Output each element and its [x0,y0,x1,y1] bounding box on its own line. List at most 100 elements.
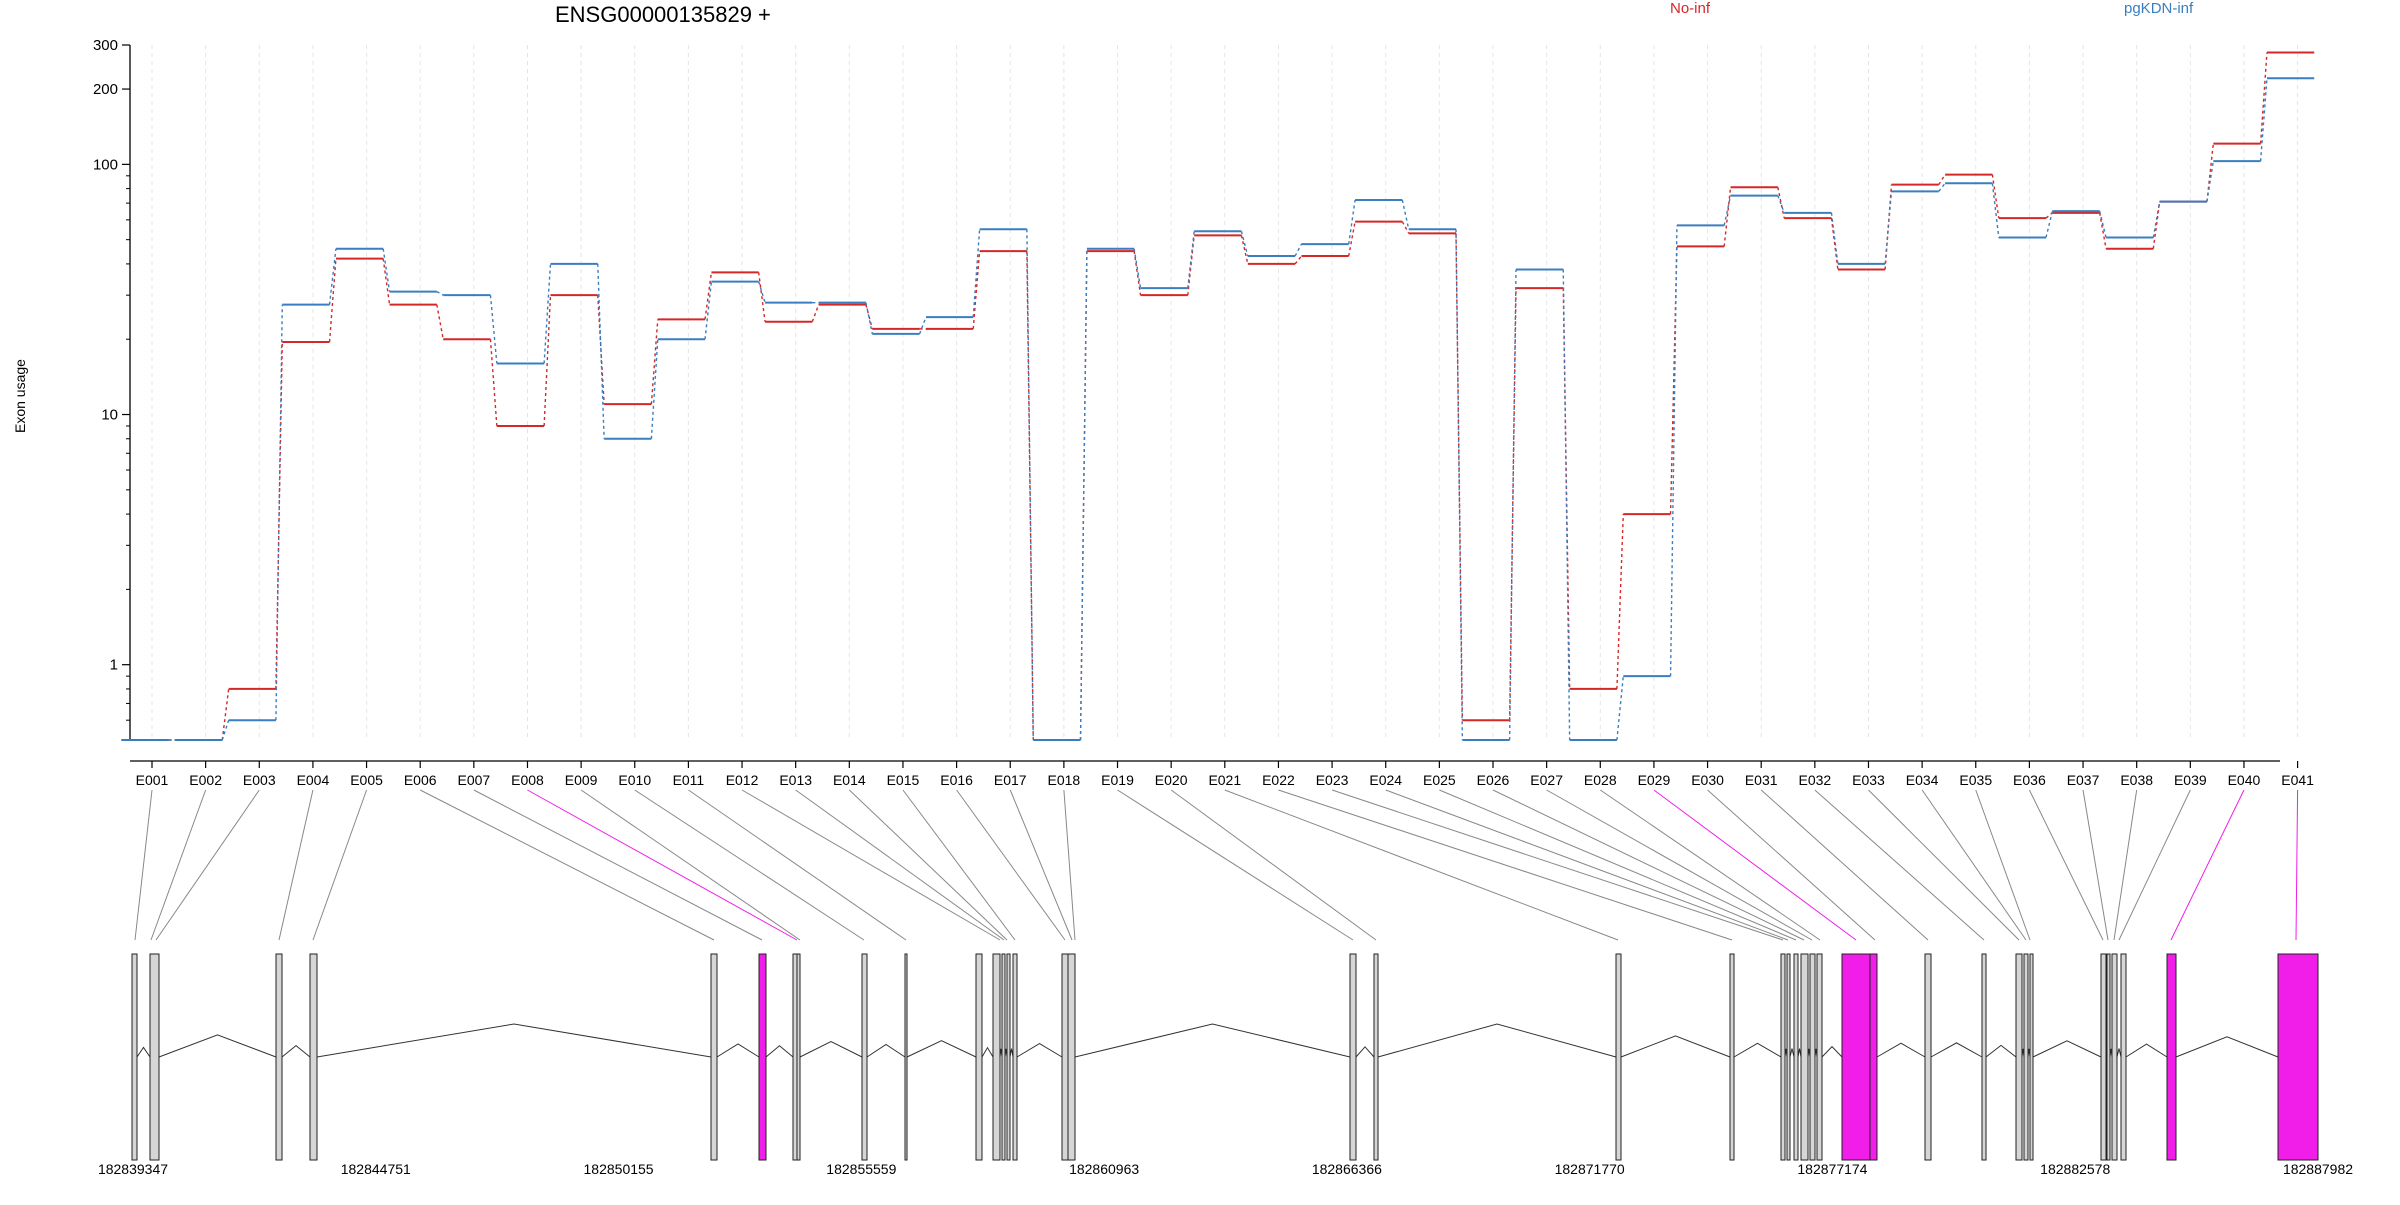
intron-line [866,1043,906,1058]
genomic-coordinate-label: 182887982 [2283,1161,2353,1177]
connector-e003 [155,789,260,941]
connector-e010 [634,789,865,941]
series-no-inf-connector [1669,246,1678,515]
series-no-inf-connector [1348,221,1356,257]
connector-e018 [1063,789,1076,941]
x-tick-label-e024: E024 [1369,772,1402,788]
exon-box [992,953,1001,1161]
intron-line [765,1045,794,1058]
connector-e033 [1868,789,2020,941]
exon-box [1373,953,1379,1161]
series-no-inf-connector [2152,201,2161,249]
intron-line [1876,1042,1926,1058]
series-pgkdn-inf-connector [1348,199,1356,245]
legend-label-pgkdn-inf: pgKDN-inf [2124,0,2194,17]
intron-line [981,1046,994,1058]
exon-box [1615,953,1622,1161]
x-tick-label-e028: E028 [1584,772,1617,788]
series-pgkdn-inf-connector [865,302,874,335]
x-tick-label-e026: E026 [1477,772,1510,788]
exon-box [2100,953,2107,1161]
x-tick-label-e027: E027 [1530,772,1563,788]
x-tick-label-e025: E025 [1423,772,1456,788]
series-no-inf-connector [704,272,713,320]
connector-e009 [580,789,801,941]
series-pgkdn-inf-connector [2152,201,2161,238]
connector-e039 [2118,789,2191,941]
series-pgkdn-inf-connector [650,339,659,439]
series-no-inf-connector [1240,235,1249,265]
connector-e001 [134,789,153,941]
x-tick-label-e038: E038 [2120,772,2153,788]
series-pgkdn-inf-connector [1938,182,1946,192]
x-tick-label-e016: E016 [940,772,973,788]
genomic-coordinate-label: 182855559 [826,1161,896,1177]
x-tick-label-e039: E039 [2174,772,2207,788]
exon-box [1349,953,1357,1161]
exon-box [1793,953,1799,1161]
connector-e013 [795,789,1005,941]
exon-box [1729,953,1735,1161]
series-no-inf-connector [543,295,552,427]
connector-e019 [1117,789,1354,941]
x-tick-label-e017: E017 [994,772,1027,788]
series-no-inf-connector [436,304,444,340]
legend-label-no-inf: No-inf [1670,0,1711,17]
series-pgkdn-inf-connector [1026,229,1034,741]
intron-line [799,1041,863,1058]
connector-e012 [741,789,1001,941]
series-pgkdn-inf-connector [2098,210,2107,238]
exon-box [2023,953,2029,1161]
x-tick-label-e032: E032 [1798,772,1831,788]
connector-e005 [312,789,368,941]
series-no-inf-connector [2259,52,2268,144]
intron-line [316,1023,712,1058]
x-tick-label-e014: E014 [833,772,866,788]
intron-line [136,1046,151,1058]
exon-box [710,953,718,1161]
connector-e023 [1331,789,1784,941]
exon-box [1061,953,1069,1161]
intron-line [1074,1023,1351,1058]
series-pgkdn-inf-connector [221,719,230,741]
connector-e007 [473,789,763,941]
series-pgkdn-inf-connector [1294,243,1303,257]
series-no-inf-connector [221,688,230,741]
exon-box [149,953,160,1161]
intron-line [1016,1043,1063,1058]
connector-e035 [1975,789,2031,941]
intron-line [1377,1023,1617,1058]
series-pgkdn-inf-connector [972,229,981,318]
series-no-inf-connector [489,339,498,427]
connector-e014 [848,789,1008,941]
connector-e022 [1278,789,1733,941]
connector-e041 [2295,789,2299,941]
exon-box [1067,953,1076,1161]
series-pgkdn-inf-connector [1187,231,1195,289]
y-tick-label: 10 [101,407,118,424]
genomic-coordinate-label: 182877174 [1797,1161,1867,1177]
chart-title: ENSG00000135829 + [555,2,771,27]
x-tick-label-e034: E034 [1906,772,1939,788]
exon-box-highlighted [1869,953,1878,1161]
x-tick-label-e036: E036 [2013,772,2046,788]
series-no-inf-connector [382,258,391,305]
exon-box [1780,953,1786,1161]
genomic-coordinate-label: 182866366 [1312,1161,1382,1177]
connector-e030 [1707,789,1876,941]
series-no-inf-connector [2098,212,2107,249]
series-pgkdn-inf-connector [1240,231,1249,257]
series-pgkdn-inf-connector [1723,195,1732,226]
exon-box [1981,953,1987,1161]
x-tick-label-e005: E005 [350,772,383,788]
x-tick-label-e008: E008 [511,772,544,788]
x-tick-label-e018: E018 [1048,772,1081,788]
exon-box [792,953,798,1161]
exon-box-highlighted [2277,953,2319,1161]
series-pgkdn-inf-connector [1777,195,1785,214]
series-pgkdn-inf-connector [1508,269,1517,741]
x-tick-label-e002: E002 [189,772,222,788]
genomic-coordinate-label: 182860963 [1069,1161,1139,1177]
exon-box [309,953,318,1161]
series-pgkdn-inf-connector [1401,199,1410,230]
